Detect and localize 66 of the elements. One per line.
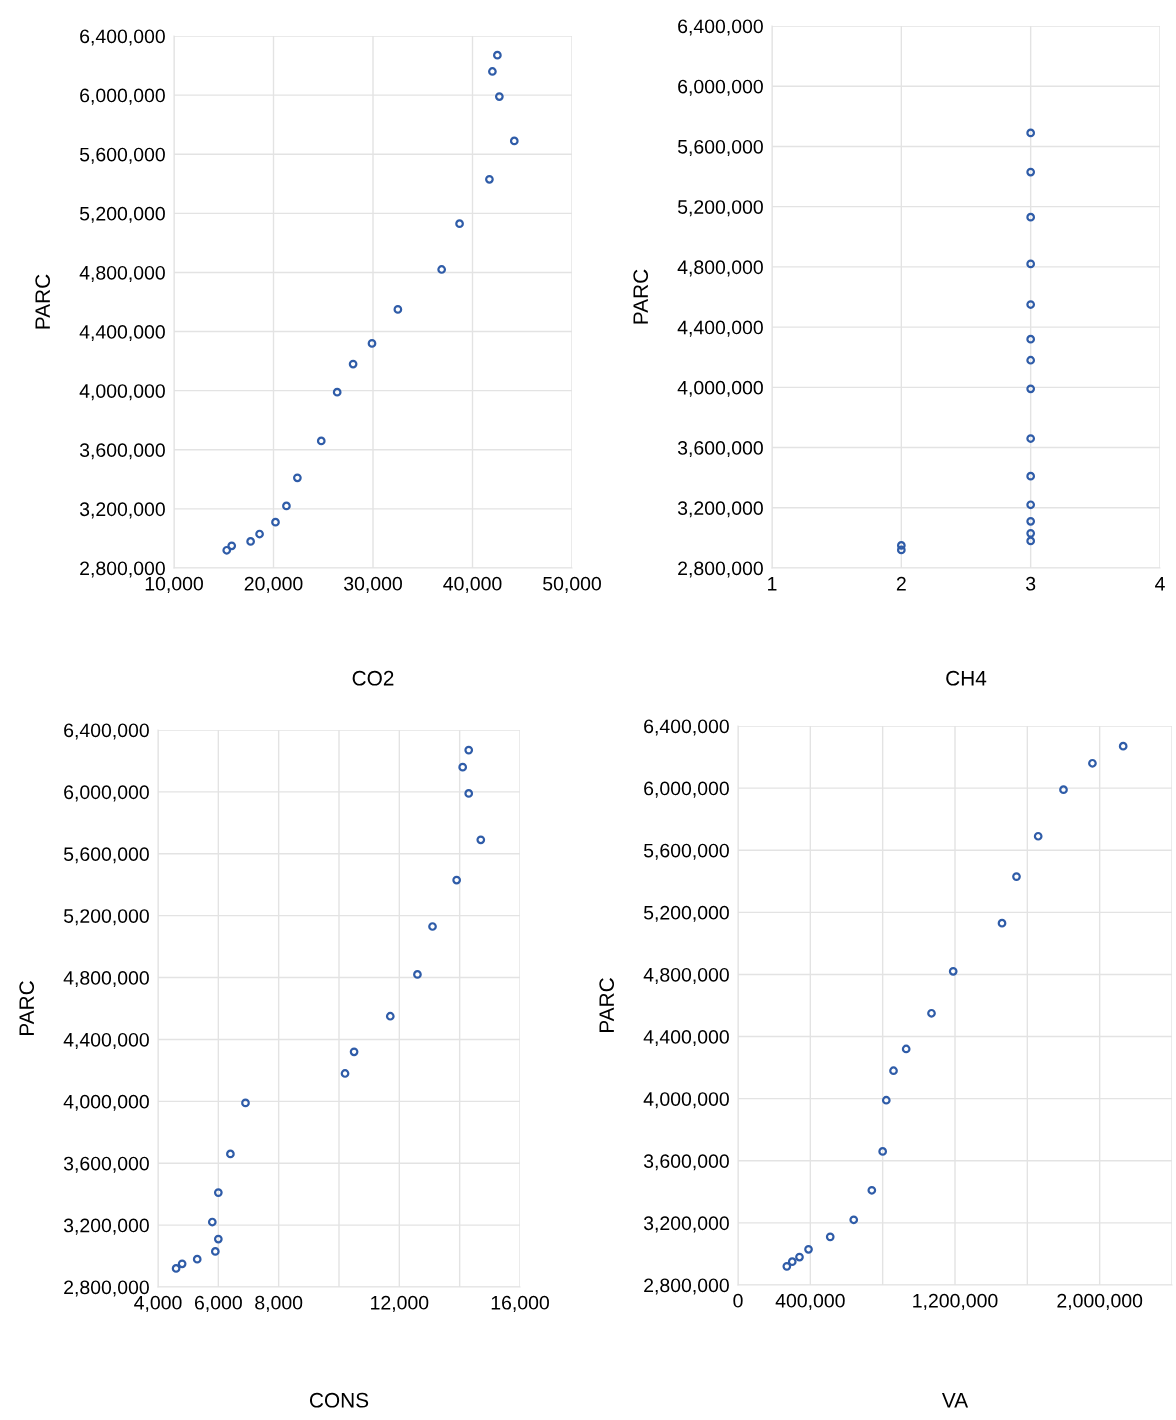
y-tick-label: 5,600,000 xyxy=(643,843,729,860)
y-tick-label: 3,200,000 xyxy=(79,502,165,519)
y-tick-label: 4,800,000 xyxy=(677,260,763,277)
y-tick-label: 5,200,000 xyxy=(63,909,149,926)
y-tick-label: 3,600,000 xyxy=(677,441,763,458)
y-tick-label: 4,000,000 xyxy=(63,1094,149,1111)
y-tick-label: 6,400,000 xyxy=(64,723,149,740)
y-tick-label: 4,000,000 xyxy=(677,380,763,397)
y-tick-label: 4,800,000 xyxy=(63,971,149,988)
y-tick-label: 5,600,000 xyxy=(79,147,165,164)
x-tick-label: 20,000 xyxy=(244,576,303,593)
y-tick-label: 6,400,000 xyxy=(80,29,165,46)
x-axis-title: VA xyxy=(941,1393,969,1408)
y-tick-label: 4,400,000 xyxy=(79,325,165,342)
y-tick-label: 3,600,000 xyxy=(79,443,165,460)
y-tick-label: 5,200,000 xyxy=(79,206,165,223)
x-tick-label: 30,000 xyxy=(344,576,402,593)
y-tick-label: 5,600,000 xyxy=(677,139,763,156)
y-tick-label: 5,200,000 xyxy=(677,200,763,217)
x-tick-label: 0 xyxy=(733,1293,743,1308)
x-tick-label: 16,000 xyxy=(491,1295,549,1312)
y-tick-label: 4,000,000 xyxy=(643,1092,729,1109)
y-tick-label: 2,800,000 xyxy=(64,1280,149,1297)
y-tick-label: 3,200,000 xyxy=(643,1216,729,1233)
x-tick-label: 50,000 xyxy=(543,576,601,593)
y-tick-label: 3,200,000 xyxy=(677,501,763,518)
y-tick-label: 6,400,000 xyxy=(644,719,729,736)
y-tick-label: 3,600,000 xyxy=(63,1156,149,1173)
x-tick-label: 400,000 xyxy=(775,1293,845,1310)
y-tick-label: 4,400,000 xyxy=(63,1032,149,1049)
y-tick-label: 2,800,000 xyxy=(80,561,165,578)
y-axis-title: PARC xyxy=(19,981,35,1035)
y-tick-label: 4,400,000 xyxy=(677,320,763,337)
y-axis-title: PARC xyxy=(633,269,649,324)
x-tick-label: 4 xyxy=(1155,577,1165,591)
x-tick-label: 4,000 xyxy=(134,1295,182,1312)
x-tick-label: 1 xyxy=(768,577,777,591)
x-axis-title: CO2 xyxy=(352,670,394,686)
y-tick-label: 5,600,000 xyxy=(63,847,149,864)
x-tick-label: 2 xyxy=(896,576,906,591)
y-tick-label: 2,800,000 xyxy=(644,1278,729,1295)
x-axis-title: CONS xyxy=(309,1392,369,1408)
x-tick-label: 10,000 xyxy=(145,576,203,593)
x-tick-label: 2,000,000 xyxy=(1057,1293,1143,1310)
x-tick-label: 6,000 xyxy=(194,1295,242,1312)
y-tick-label: 6,400,000 xyxy=(678,19,763,36)
x-tick-label: 1,200,000 xyxy=(913,1293,998,1310)
y-tick-label: 4,800,000 xyxy=(643,967,729,984)
y-tick-label: 6,000,000 xyxy=(678,79,763,96)
y-tick-label: 6,000,000 xyxy=(644,781,729,798)
y-tick-label: 3,600,000 xyxy=(643,1154,729,1171)
y-tick-label: 4,000,000 xyxy=(79,384,165,401)
x-axis-title: CH4 xyxy=(946,670,987,686)
y-tick-label: 2,800,000 xyxy=(678,561,763,578)
y-tick-label: 6,000,000 xyxy=(80,88,165,105)
y-tick-label: 5,200,000 xyxy=(643,905,729,922)
y-tick-label: 4,800,000 xyxy=(79,265,165,282)
y-tick-label: 4,400,000 xyxy=(643,1030,729,1047)
x-tick-label: 40,000 xyxy=(443,576,502,593)
y-tick-label: 6,000,000 xyxy=(64,785,149,802)
y-tick-label: 3,200,000 xyxy=(63,1218,149,1235)
x-tick-label: 8,000 xyxy=(255,1295,303,1312)
x-tick-label: 3 xyxy=(1026,576,1036,591)
y-axis-title: PARC xyxy=(599,978,615,1032)
y-axis-title: PARC xyxy=(35,274,51,329)
x-tick-label: 12,000 xyxy=(371,1295,429,1312)
